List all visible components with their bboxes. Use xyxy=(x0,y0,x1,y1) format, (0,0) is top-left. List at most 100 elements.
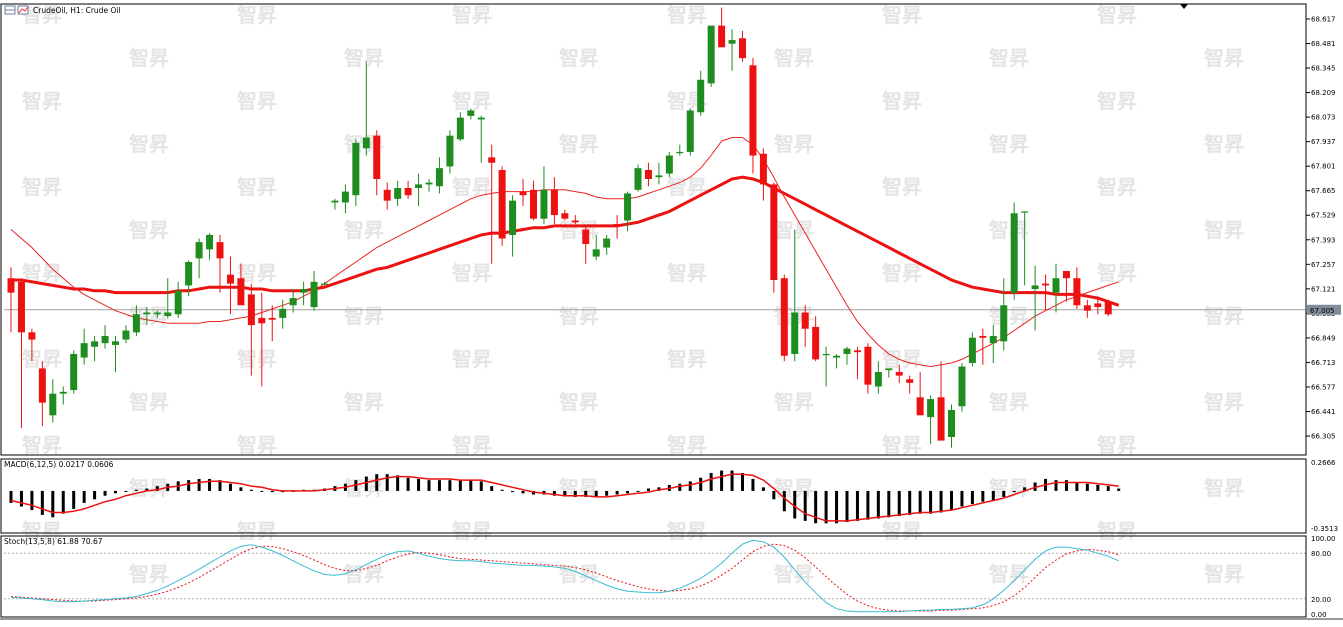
candle[interactable] xyxy=(289,289,297,313)
candle[interactable] xyxy=(164,278,172,318)
candle[interactable] xyxy=(1052,263,1060,313)
candle[interactable] xyxy=(686,108,694,156)
candle[interactable] xyxy=(655,162,663,185)
candle[interactable] xyxy=(833,353,841,369)
candle[interactable] xyxy=(780,274,788,362)
candle[interactable] xyxy=(812,316,820,362)
candle[interactable] xyxy=(404,180,412,199)
candle[interactable] xyxy=(59,386,67,405)
candle[interactable] xyxy=(718,7,726,48)
candle[interactable] xyxy=(707,25,715,87)
candle[interactable] xyxy=(665,151,673,178)
candle[interactable] xyxy=(394,180,402,207)
candle[interactable] xyxy=(530,180,537,221)
candle[interactable] xyxy=(446,130,454,174)
candle[interactable] xyxy=(770,182,778,293)
candle[interactable] xyxy=(174,281,182,318)
candle[interactable] xyxy=(185,260,193,297)
candle[interactable] xyxy=(70,350,78,394)
candle[interactable] xyxy=(1000,278,1008,351)
candle[interactable] xyxy=(550,177,558,225)
candle[interactable] xyxy=(791,229,799,362)
candle[interactable] xyxy=(300,281,308,306)
candle[interactable] xyxy=(613,215,621,239)
candle[interactable] xyxy=(112,335,119,373)
candle[interactable] xyxy=(937,361,945,441)
candle[interactable] xyxy=(989,325,997,363)
candle[interactable] xyxy=(17,278,25,428)
candle[interactable] xyxy=(519,178,527,207)
candle[interactable] xyxy=(383,182,391,210)
candle[interactable] xyxy=(906,375,914,394)
candle[interactable] xyxy=(435,157,443,194)
candle[interactable] xyxy=(38,361,46,427)
candle[interactable] xyxy=(498,166,506,246)
candle[interactable] xyxy=(1021,211,1029,286)
candle[interactable] xyxy=(843,346,851,365)
candle[interactable] xyxy=(143,307,151,326)
candle[interactable] xyxy=(49,379,57,423)
candle[interactable] xyxy=(341,184,349,214)
candle[interactable] xyxy=(697,70,705,116)
candle[interactable] xyxy=(958,362,966,412)
candle[interactable] xyxy=(603,234,611,255)
candle[interactable] xyxy=(1073,267,1081,309)
candle[interactable] xyxy=(477,115,485,163)
candle[interactable] xyxy=(1094,296,1102,315)
candle[interactable] xyxy=(488,144,496,264)
candle[interactable] xyxy=(979,328,987,365)
candle[interactable] xyxy=(132,305,140,336)
candle[interactable] xyxy=(80,328,88,365)
candle[interactable] xyxy=(739,31,746,62)
candle[interactable] xyxy=(226,256,234,315)
candle[interactable] xyxy=(1062,270,1070,302)
candle[interactable] xyxy=(853,346,861,380)
candle[interactable] xyxy=(310,270,318,311)
candle[interactable] xyxy=(195,238,203,279)
candle[interactable] xyxy=(1083,299,1091,318)
candle[interactable] xyxy=(822,346,830,387)
candle[interactable] xyxy=(801,305,809,347)
candle[interactable] xyxy=(864,343,872,394)
candle[interactable] xyxy=(268,305,276,342)
candle[interactable] xyxy=(968,332,976,367)
candle[interactable] xyxy=(122,325,130,344)
candle[interactable] xyxy=(634,164,642,192)
candle[interactable] xyxy=(321,281,328,286)
candle[interactable] xyxy=(885,368,893,378)
candle[interactable] xyxy=(624,191,632,232)
candle[interactable] xyxy=(362,61,370,156)
candle[interactable] xyxy=(456,112,464,142)
candle[interactable] xyxy=(1031,265,1039,331)
candle[interactable] xyxy=(91,335,99,362)
candle[interactable] xyxy=(415,173,423,207)
candle[interactable] xyxy=(509,195,517,257)
candle[interactable] xyxy=(216,234,224,293)
candle[interactable] xyxy=(258,292,266,387)
candle[interactable] xyxy=(540,166,548,225)
candle[interactable] xyxy=(895,364,903,383)
candle[interactable] xyxy=(247,283,255,376)
candle[interactable] xyxy=(279,299,287,329)
candle[interactable] xyxy=(7,267,15,333)
candle[interactable] xyxy=(101,325,109,349)
candle[interactable] xyxy=(592,234,600,261)
candle[interactable] xyxy=(676,144,684,156)
candle[interactable] xyxy=(237,263,245,306)
candle[interactable] xyxy=(352,139,360,207)
candle[interactable] xyxy=(206,233,214,261)
candle[interactable] xyxy=(28,328,36,362)
candle[interactable] xyxy=(1042,274,1050,311)
candle[interactable] xyxy=(644,162,652,187)
candle[interactable] xyxy=(582,225,590,264)
candle[interactable] xyxy=(561,209,569,221)
candle[interactable] xyxy=(467,108,475,120)
candle[interactable] xyxy=(728,29,736,71)
candle[interactable] xyxy=(874,361,882,394)
candle[interactable] xyxy=(759,148,767,201)
candle[interactable] xyxy=(749,58,757,174)
candle[interactable] xyxy=(425,178,433,192)
candle[interactable] xyxy=(153,310,161,318)
candle[interactable] xyxy=(927,395,935,445)
